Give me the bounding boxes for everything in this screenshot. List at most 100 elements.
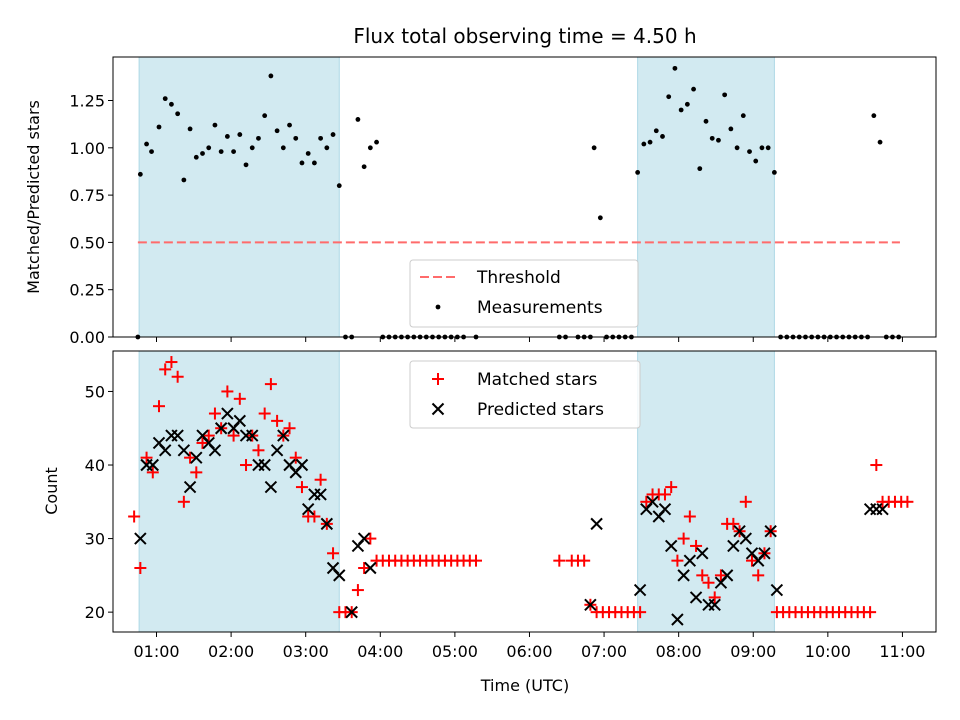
- matched-star-point: [264, 378, 277, 391]
- bottom-x-ticks: 01:00 02:00 03:00 04:00 05:00 06:00 07:00 08:00…: [133, 632, 925, 661]
- matched-star-point: [208, 407, 221, 420]
- matched-star-point: [177, 495, 190, 508]
- measurement-point: [716, 137, 721, 143]
- top-y-tick-label: 0.00: [69, 328, 105, 347]
- top-y-tick-label: 0.25: [69, 281, 105, 300]
- top-y-axis-label: Matched/Predicted stars: [24, 100, 43, 294]
- matched-star-point: [202, 429, 215, 442]
- measurement-point: [722, 92, 728, 98]
- top-y-tick-label: 1.25: [69, 92, 105, 111]
- measurement-point: [672, 65, 678, 71]
- matched-star-point: [351, 584, 364, 597]
- top-series-measurements: [135, 65, 902, 340]
- measurement-point: [268, 73, 274, 79]
- measurement-point: [162, 96, 168, 102]
- matched-star-point: [358, 562, 371, 575]
- x-tick-label: 08:00: [656, 642, 702, 661]
- legend-measurements-swatch: [435, 304, 441, 310]
- matched-star-point: [258, 407, 271, 420]
- measurement-point: [224, 134, 230, 139]
- predicted-star-point: [633, 583, 647, 597]
- predicted-star-point: [183, 480, 197, 494]
- measurement-point: [660, 134, 665, 139]
- measurement-point: [149, 149, 154, 154]
- predicted-star-point: [696, 547, 709, 560]
- measurement-point: [740, 113, 746, 119]
- top-shaded-interval-0: [138, 56, 340, 338]
- measurement-point: [330, 132, 336, 137]
- top-y-ticks: 0.00 0.25 0.50 0.75 1.00 1.25: [69, 92, 113, 347]
- matched-star-point: [227, 429, 240, 442]
- x-tick-label: 11:00: [879, 642, 925, 661]
- predicted-star-point: [208, 444, 222, 457]
- measurement-point: [249, 145, 255, 151]
- measurement-point: [280, 145, 286, 151]
- measurement-point: [374, 139, 379, 145]
- measurement-point: [591, 145, 597, 151]
- predicted-star-point: [770, 583, 784, 597]
- predicted-star-point: [584, 598, 597, 611]
- predicted-star-point: [357, 532, 371, 545]
- measurement-point: [187, 126, 193, 132]
- predicted-star-point: [664, 539, 678, 553]
- matched-star-point: [553, 554, 566, 567]
- matched-star-point: [152, 400, 165, 413]
- bottom-y-tick-label: 20: [85, 603, 105, 622]
- matched-star-point: [308, 510, 321, 523]
- measurement-point: [678, 107, 684, 113]
- matched-star-point: [752, 569, 765, 582]
- measurement-point: [175, 111, 181, 117]
- matched-star-point: [714, 569, 727, 582]
- measurement-point: [256, 135, 261, 141]
- matched-star-point: [271, 414, 284, 427]
- measurement-point: [877, 139, 883, 145]
- x-tick-label: 03:00: [283, 642, 329, 661]
- matched-star-point: [327, 547, 340, 560]
- predicted-star-point: [233, 414, 247, 428]
- bottom-legend: Matched stars Predicted stars: [409, 360, 641, 429]
- predicted-star-point: [364, 561, 377, 575]
- top-y-tick-label: 1.00: [69, 139, 105, 158]
- matched-star-point: [240, 459, 253, 472]
- measurement-point: [666, 94, 672, 100]
- x-tick-label: 01:00: [133, 642, 179, 661]
- matched-star-point: [690, 539, 703, 552]
- predicted-star-point: [590, 517, 603, 531]
- matched-star-point: [665, 481, 678, 494]
- matched-star-point: [140, 451, 153, 464]
- matched-star-point: [146, 466, 159, 479]
- measurement-point: [759, 145, 765, 151]
- top-legend: Threshold Measurements: [409, 259, 639, 328]
- predicted-star-point: [258, 458, 271, 472]
- predicted-star-point: [677, 569, 690, 582]
- x-tick-label: 09:00: [730, 642, 776, 661]
- predicted-star-point: [246, 429, 259, 442]
- measurement-point: [765, 145, 771, 151]
- legend-matched-label: Matched stars: [477, 370, 597, 390]
- matched-star-point: [289, 451, 302, 464]
- matched-star-point: [696, 569, 709, 582]
- legend-measurements-label: Measurements: [477, 298, 603, 318]
- matched-star-point: [165, 356, 178, 369]
- x-tick-label: 07:00: [581, 642, 627, 661]
- top-shaded-interval-1: [637, 56, 775, 338]
- predicted-star-point: [646, 495, 659, 509]
- matched-star-point: [901, 495, 914, 508]
- predicted-star-point: [739, 532, 752, 545]
- top-y-tick-label: 0.75: [69, 186, 105, 205]
- matched-star-point: [658, 488, 671, 501]
- measurement-point: [641, 141, 647, 147]
- matched-star-point: [677, 532, 690, 545]
- predicted-star-point: [277, 429, 290, 442]
- matched-star-point: [739, 495, 752, 508]
- matched-star-point: [640, 495, 653, 508]
- measurement-point: [709, 135, 715, 141]
- matched-star-point: [233, 392, 246, 405]
- matched-star-point: [171, 370, 184, 383]
- measurement-point: [287, 122, 292, 128]
- legend-threshold-label: Threshold: [476, 268, 561, 288]
- measurement-point: [361, 164, 367, 170]
- matched-star-point: [683, 510, 696, 523]
- bottom-series-matched-stars: [128, 356, 914, 619]
